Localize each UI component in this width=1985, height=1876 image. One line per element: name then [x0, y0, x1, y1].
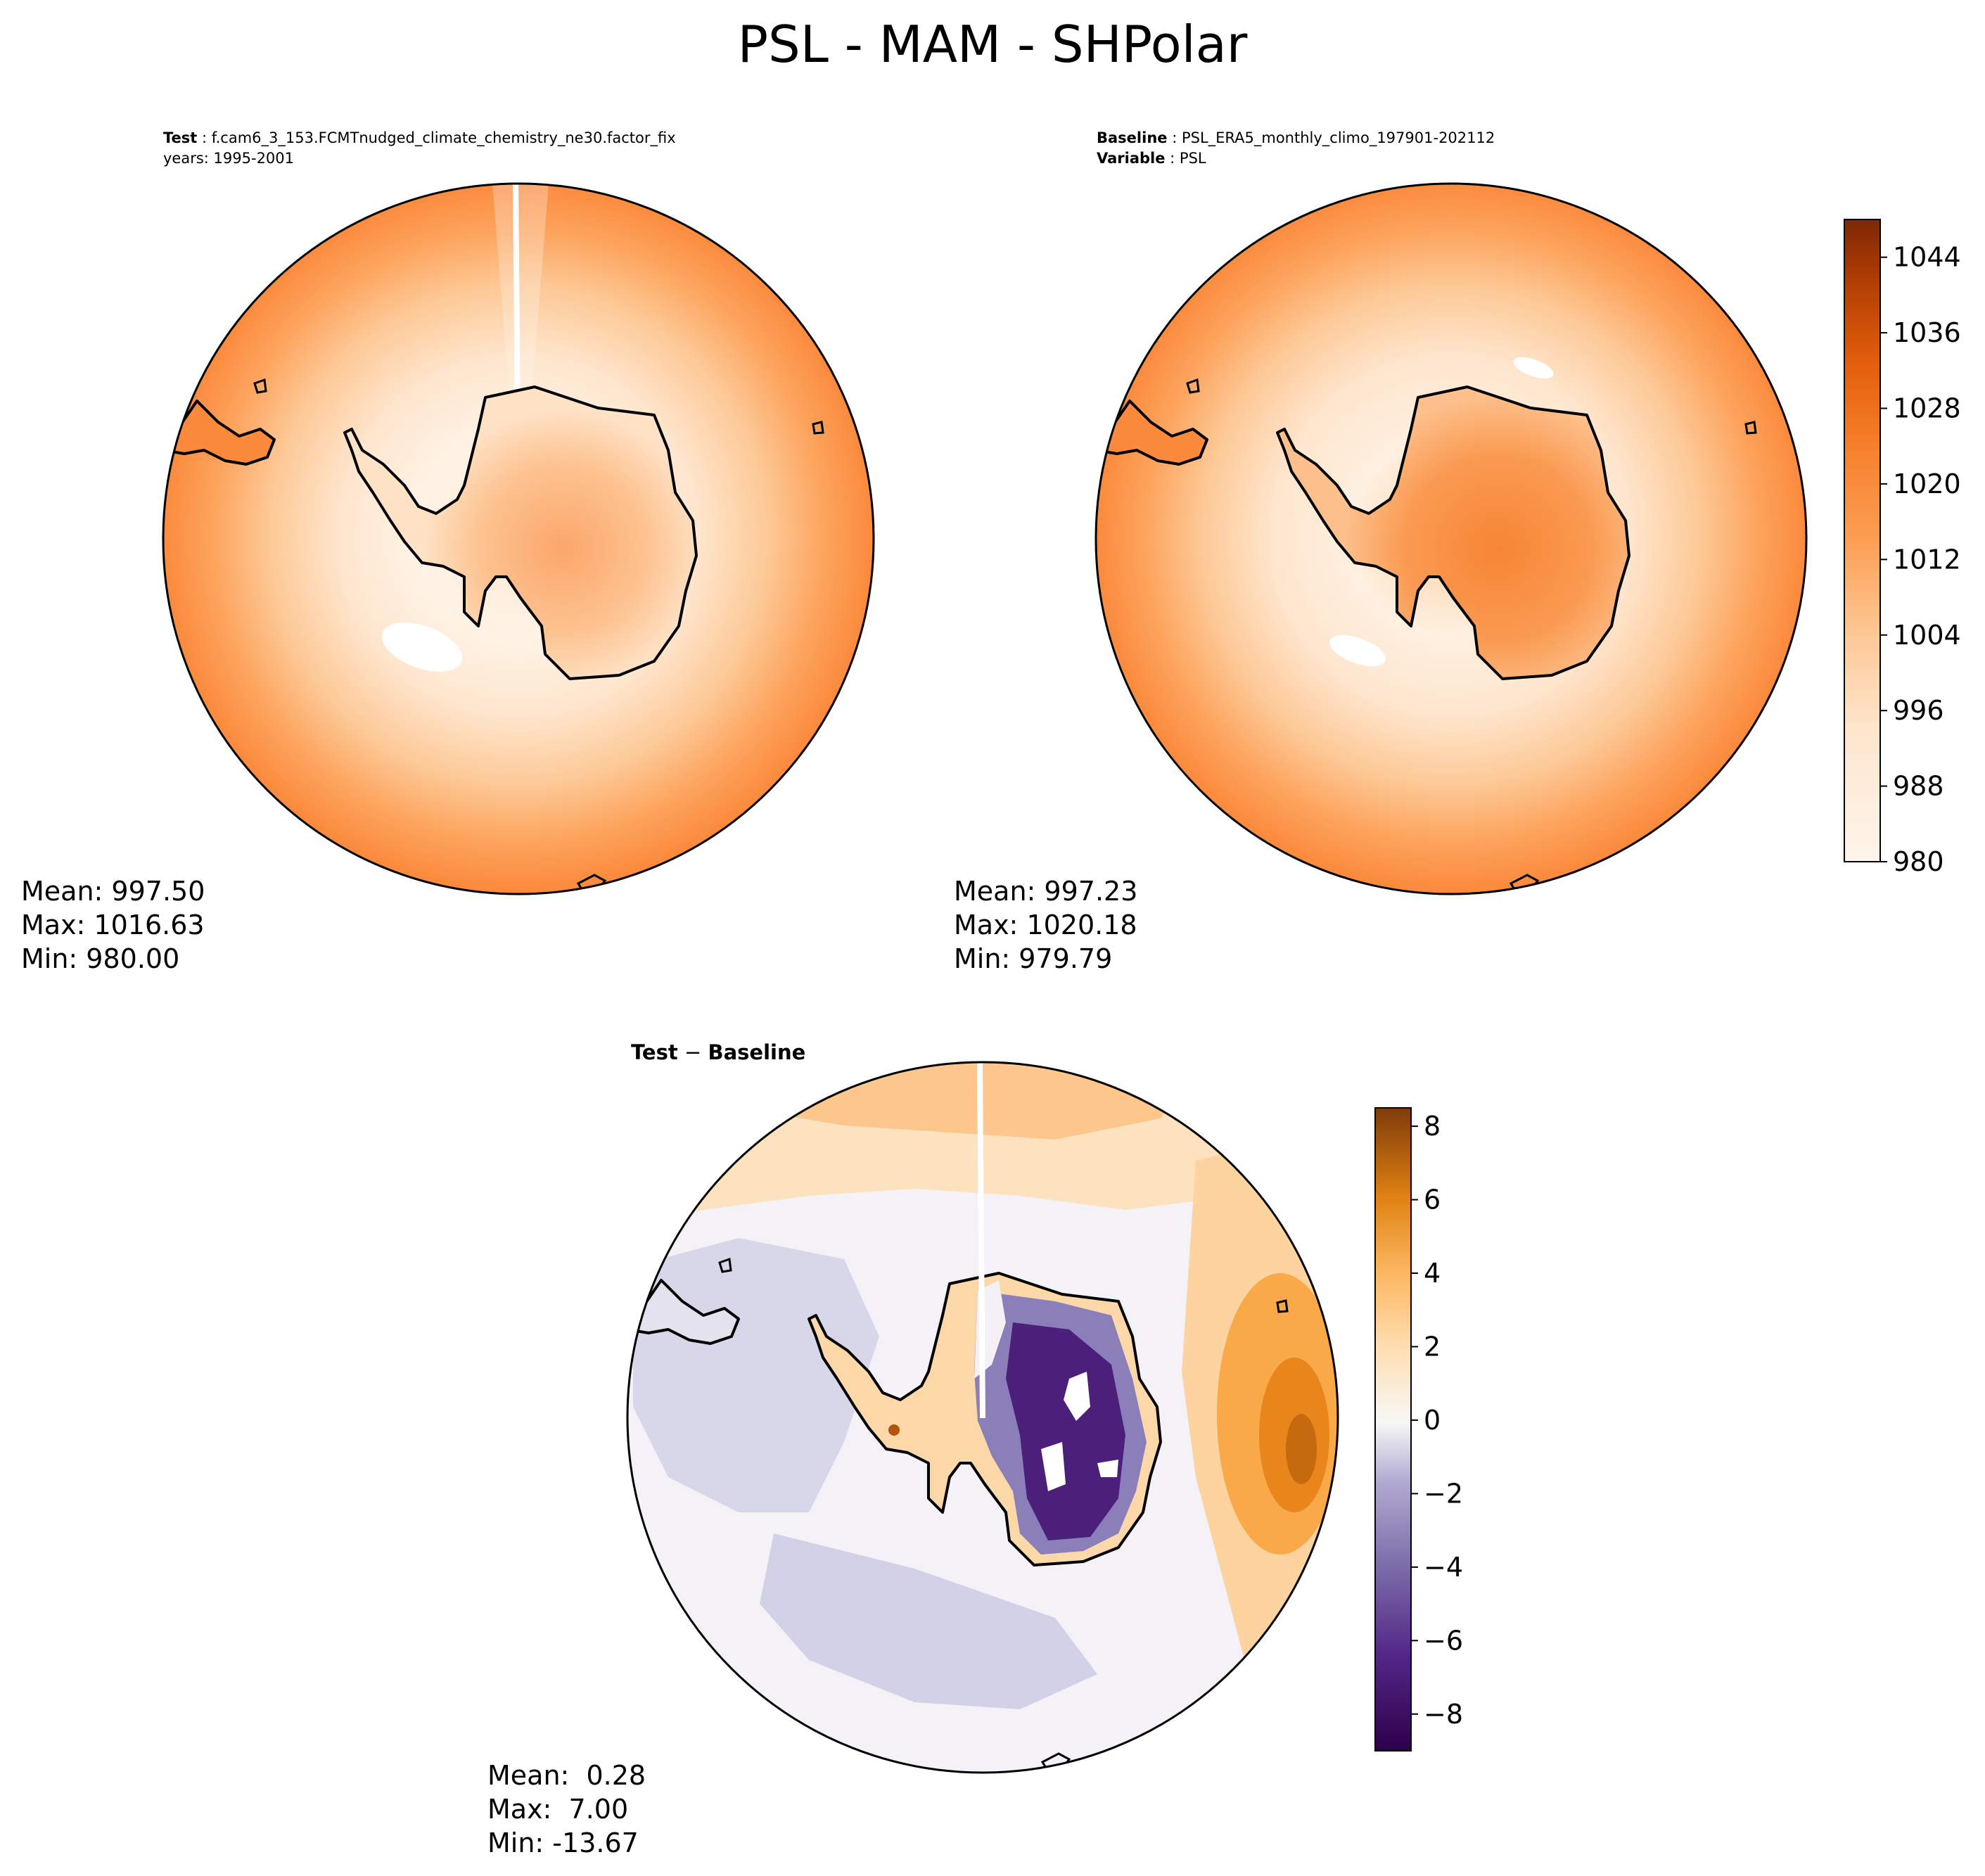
difference-title-test: Test	[631, 1040, 678, 1064]
test-years: years: 1995-2001	[163, 150, 295, 167]
baseline-stat-mean: Mean: 997.23	[954, 876, 1138, 907]
baseline-stat-min: Min: 979.79	[954, 943, 1113, 974]
variable-key: Variable	[1097, 150, 1166, 167]
psl-colorbar-tick-label: 1044	[1893, 242, 1961, 273]
difference-colorbar-tick-label: 0	[1424, 1405, 1441, 1436]
psl-colorbar-tick-label: 1012	[1893, 544, 1961, 575]
psl-colorbar-tick-label: 980	[1893, 846, 1944, 877]
figure-title: PSL - MAM - SHPolar	[737, 15, 1248, 74]
difference-colorbar-tick-label: 6	[1424, 1185, 1441, 1215]
difference-colorbar-tick-label: −8	[1424, 1699, 1463, 1730]
baseline-south-america	[1096, 400, 1208, 466]
difference-title: Test − Baseline	[631, 1040, 805, 1065]
psl-colorbar	[1844, 219, 1881, 862]
test-map	[162, 182, 875, 895]
difference-colorbar-tick-label: −6	[1424, 1625, 1463, 1656]
baseline-stats: Mean: 997.23 Max: 1020.18 Min: 979.79	[954, 874, 1137, 976]
variable-value: PSL	[1179, 150, 1206, 167]
test-header-key: Test	[163, 129, 198, 146]
baseline-antarctica	[1276, 385, 1630, 680]
difference-colorbar-tick-label: −4	[1424, 1552, 1463, 1583]
psl-colorbar-tick-label: 1020	[1893, 468, 1961, 499]
difference-colorbar-tick-label: −2	[1424, 1478, 1463, 1509]
psl-colorbar-tick-label: 996	[1893, 695, 1944, 726]
test-antarctica	[343, 385, 698, 680]
difference-title-baseline: Baseline	[708, 1040, 806, 1064]
test-case-name: f.cam6_3_153.FCMTnudged_climate_chemistr…	[211, 129, 676, 146]
difference-stat-min: Min: -13.67	[487, 1827, 639, 1858]
test-header: Test : f.cam6_3_153.FCMTnudged_climate_c…	[163, 128, 676, 169]
difference-stat-max: Max: 7.00	[487, 1794, 629, 1825]
psl-colorbar-tick-label: 988	[1893, 771, 1944, 802]
difference-colorbar-tick-label: 8	[1424, 1111, 1441, 1142]
baseline-header-key: Baseline	[1097, 129, 1168, 146]
difference-stat-mean: Mean: 0.28	[487, 1760, 646, 1791]
test-low-pressure-area	[381, 623, 463, 672]
psl-colorbar-tick-label: 1028	[1893, 393, 1961, 424]
baseline-header: Baseline : PSL_ERA5_monthly_climo_197901…	[1097, 129, 1495, 167]
test-stat-mean: Mean: 997.50	[21, 876, 205, 907]
baseline-case-name: PSL_ERA5_monthly_climo_197901-202112	[1181, 129, 1495, 146]
difference-stats: Mean: 0.28 Max: 7.00 Min: -13.67	[487, 1759, 646, 1860]
test-stats: Mean: 997.50 Max: 1016.63 Min: 980.00	[21, 874, 205, 976]
baseline-stat-max: Max: 1020.18	[954, 910, 1137, 940]
difference-title-op: −	[684, 1040, 702, 1064]
difference-colorbar-tick-label: 4	[1424, 1258, 1441, 1289]
test-stat-max: Max: 1016.63	[21, 910, 205, 940]
difference-south-america	[627, 1279, 740, 1345]
psl-colorbar-tick-label: 1036	[1893, 317, 1961, 348]
difference-map	[626, 1061, 1339, 1774]
test-stat-min: Min: 980.00	[21, 943, 180, 974]
psl-colorbar-tick-label: 1004	[1893, 620, 1961, 651]
psl-colorbar-ticks: 980 988 996 1004 1012 1020 1028 1036 1044	[1880, 242, 1961, 877]
difference-colorbar	[1374, 1107, 1412, 1751]
test-south-america	[163, 400, 276, 466]
difference-colorbar-tick-label: 2	[1424, 1331, 1441, 1362]
difference-colorbar-ticks: −8 −6 −4 −2 0 2 4 6 8	[1411, 1111, 1463, 1730]
baseline-map	[1094, 182, 1808, 895]
